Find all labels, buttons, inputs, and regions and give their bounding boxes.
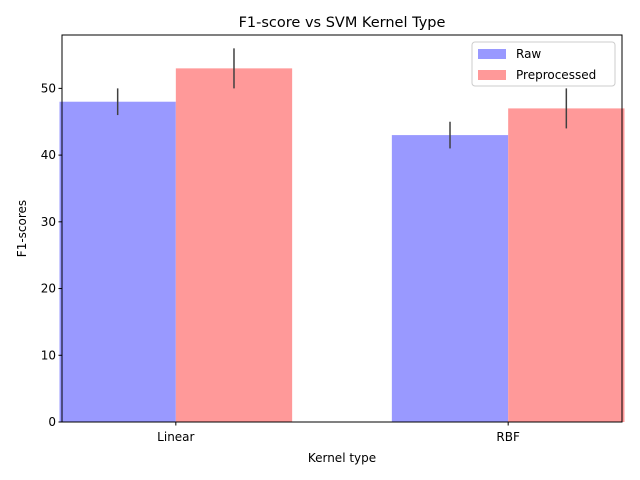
- y-tick-label: 50: [41, 81, 56, 95]
- y-axis-label: F1-scores: [15, 200, 29, 257]
- bar-preprocessed-linear: [175, 68, 293, 423]
- x-tick-label: Linear: [157, 430, 194, 444]
- error-bars-layer: [116, 48, 568, 149]
- x-tick-label: RBF: [496, 430, 520, 444]
- y-tick-label: 20: [41, 282, 56, 296]
- legend-swatch-raw: [478, 49, 506, 59]
- x-axis: Linear RBF: [157, 422, 520, 444]
- y-tick-label: 30: [41, 215, 56, 229]
- legend: Raw Preprocessed: [471, 41, 616, 87]
- y-tick-label: 10: [41, 348, 56, 362]
- legend-swatch-preprocessed: [478, 70, 506, 80]
- x-axis-label: Kernel type: [308, 451, 376, 465]
- chart-title: F1-score vs SVM Kernel Type: [239, 15, 446, 31]
- bars-layer: [59, 68, 625, 423]
- bar-raw-linear: [59, 101, 176, 423]
- plot-frame: [61, 34, 623, 423]
- bar-raw-rbf: [391, 135, 509, 422]
- y-tick-label: 40: [41, 148, 56, 162]
- legend-frame: [471, 41, 616, 87]
- bar-preprocessed-rbf: [508, 108, 625, 423]
- y-tick-label: 0: [48, 415, 56, 429]
- y-axis: 0 10 20 30 40 50: [41, 81, 62, 429]
- legend-label-preprocessed: Preprocessed: [516, 68, 596, 82]
- legend-label-raw: Raw: [516, 47, 541, 61]
